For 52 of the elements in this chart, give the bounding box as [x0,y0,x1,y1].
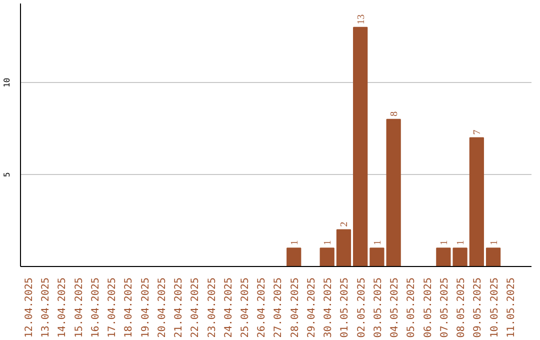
bar [320,248,334,266]
x-tick-label: 12.04.2025 [24,277,35,338]
x-tick-label: 29.04.2025 [306,277,318,338]
x-tick-label: 16.04.2025 [90,277,102,338]
bar [286,248,302,266]
bar [370,248,384,266]
data-label: 7 [472,130,484,135]
x-tick-label: 21.04.2025 [174,277,185,338]
x-tick-label: 01.05.2025 [340,277,351,338]
x-tick-label: 19.04.2025 [140,277,152,338]
x-tick-label: 10.05.2025 [489,277,500,338]
y-tick-label: 10 [2,78,12,88]
x-tick-label: 27.04.2025 [273,277,284,338]
x-tick-label: 26.04.2025 [256,277,268,338]
data-label: 1 [438,240,450,246]
x-tick-label: 11.05.2025 [506,277,517,338]
x-tick-label: 02.05.2025 [356,277,368,338]
x-tick-label: 18.04.2025 [124,277,135,338]
x-tick-label: 25.04.2025 [240,277,252,338]
x-tick-label: 08.05.2025 [456,277,468,338]
x-tick-label: 05.05.2025 [406,277,418,338]
data-label: 8 [389,111,400,116]
bar [436,248,451,266]
bar [452,248,468,266]
data-label: 1 [372,240,384,246]
x-tick-label: 03.05.2025 [372,277,384,338]
x-tick-label: 15.04.2025 [74,277,85,338]
x-tick-label: 06.05.2025 [422,277,434,338]
x-tick-label: 07.05.2025 [439,277,450,338]
bar [353,26,368,266]
x-tick-label: 30.04.2025 [323,277,334,338]
x-tick-label: 14.04.2025 [57,277,68,338]
x-tick-label: 24.04.2025 [223,277,234,338]
data-label: 1 [488,240,500,246]
bar [336,229,352,266]
bar [386,118,401,266]
data-label: 1 [456,240,467,246]
x-tick-label: 04.05.2025 [390,277,401,338]
data-label: 13 [356,14,367,24]
bar [486,248,501,266]
y-tick-label: 5 [2,172,12,177]
bar [469,137,484,266]
x-tick-label: 17.04.2025 [107,277,118,338]
data-label: 1 [322,240,334,246]
x-tick-label: 13.04.2025 [40,277,52,338]
x-tick-label: 23.04.2025 [206,277,218,338]
x-tick-label: 22.04.2025 [190,277,202,338]
x-tick-label: 20.04.2025 [156,277,168,338]
data-label: 2 [339,222,350,227]
data-label: 1 [289,240,300,246]
x-tick-label: 28.04.2025 [290,277,301,338]
x-tick-label: 09.05.2025 [472,277,484,338]
